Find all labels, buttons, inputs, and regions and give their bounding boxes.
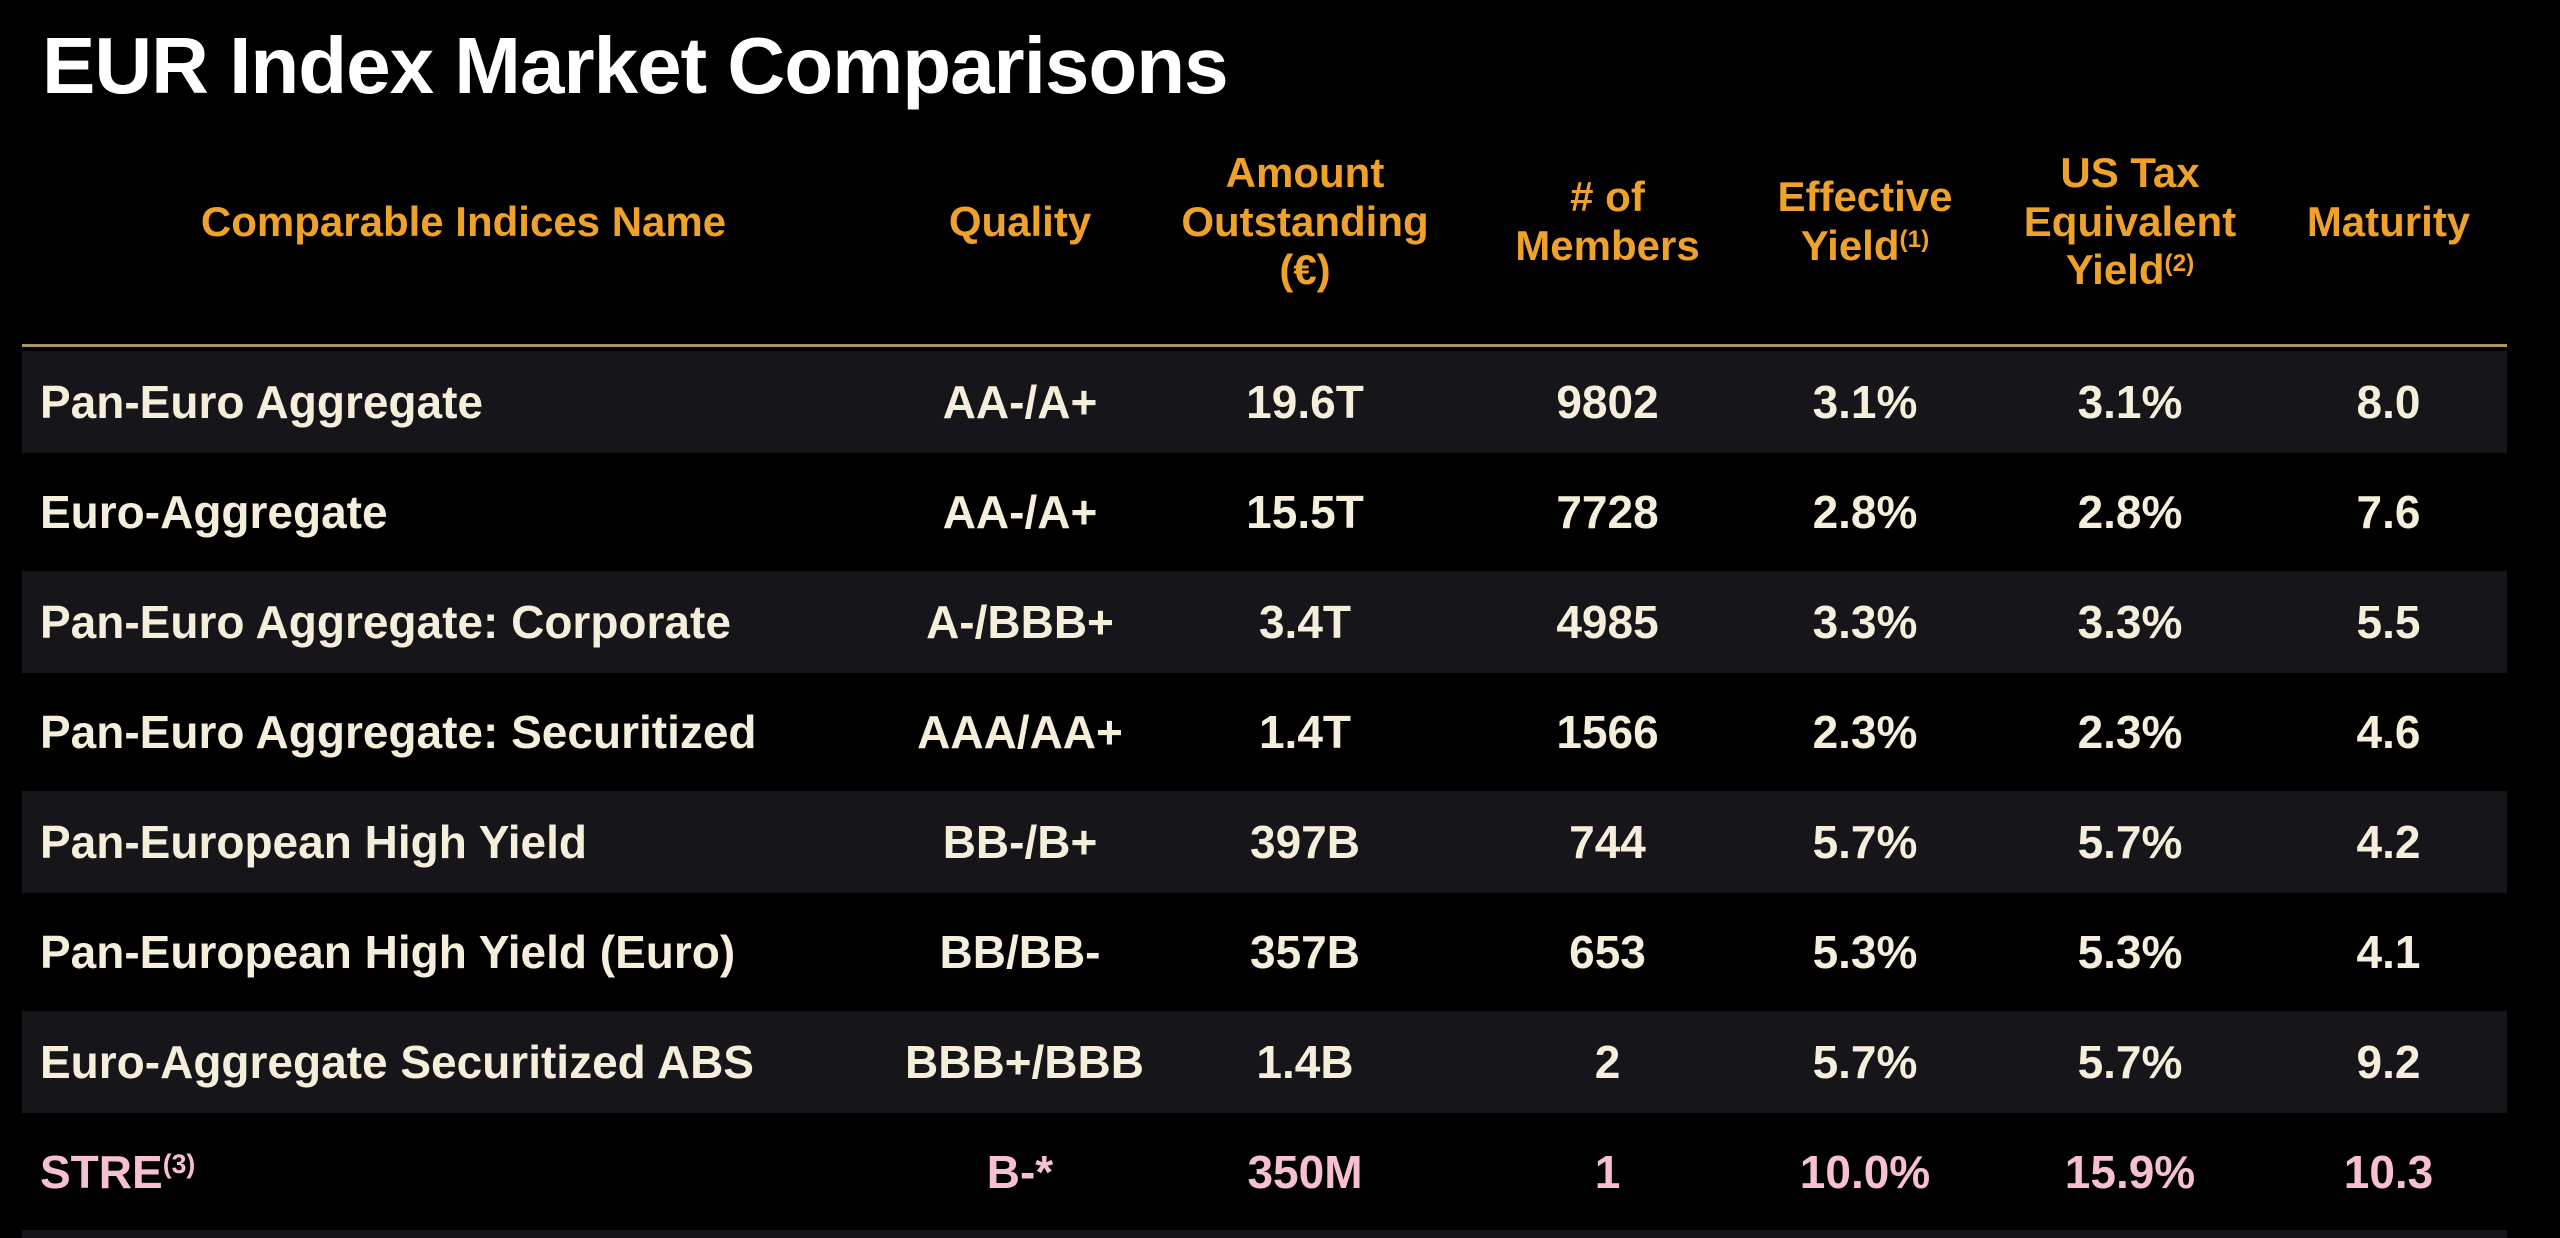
cell-maturity: 4.2 [2356,816,2421,868]
next-row-band-cut-off [22,1230,2507,1238]
cell-amount-outstanding: 19.6T [1246,376,1364,428]
cell-us-tax-yield: 2.3% [2077,706,2183,758]
cell-us-tax-yield: 15.9% [2064,1146,2196,1198]
cell-maturity: 8.0 [2356,376,2421,428]
cell-quality: BB/BB- [939,926,1101,978]
column-header-us-tax-equivalent-yield: US Tax Equivalent Yield(2) [2023,148,2237,294]
cell-quality: B-* [986,1146,1054,1198]
cell-effective-yield: 2.8% [1812,486,1918,538]
column-header-maturity: Maturity [2306,197,2471,245]
cell-effective-yield: 5.7% [1812,816,1918,868]
cell-maturity: 5.5 [2356,596,2421,648]
cell-index-name: Pan-Euro Aggregate [40,376,484,428]
cell-amount-outstanding: 1.4T [1258,706,1352,758]
cell-amount-outstanding: 3.4T [1258,596,1352,648]
cell-us-tax-yield: 3.1% [2077,376,2183,428]
cell-maturity: 9.2 [2356,1036,2421,1088]
table-row: Euro-Aggregate Securitized ABS BBB+/BBB … [22,1007,2507,1117]
cell-us-tax-yield: 3.3% [2077,596,2183,648]
cell-index-name: Pan-Euro Aggregate: Securitized [40,706,757,758]
comparison-table: Comparable Indices Name Quality Amount Ou… [22,100,2507,1227]
cell-index-name: Pan-European High Yield (Euro) [40,926,736,978]
cell-members: 653 [1569,926,1646,978]
column-header-amount-outstanding: Amount Outstanding (€) [1181,148,1429,294]
cell-effective-yield: 5.3% [1812,926,1918,978]
cell-effective-yield: 5.7% [1812,1036,1918,1088]
cell-index-name: Pan-European High Yield [40,816,587,868]
cell-index-name: Euro-Aggregate [40,486,388,538]
cell-index-name: STRE(3) [40,1146,196,1198]
cell-amount-outstanding: 397B [1250,816,1360,868]
table-row: Euro-Aggregate AA-/A+ 15.5T 7728 2.8% 2.… [22,457,2507,567]
header-divider-line [22,344,2507,347]
cell-amount-outstanding: 350M [1247,1146,1363,1198]
cell-index-name: Pan-Euro Aggregate: Corporate [40,596,731,648]
table-row: Pan-European High Yield (Euro) BB/BB- 35… [22,897,2507,1007]
table-row-stre: STRE(3) B-* 350M 1 10.0% 15.9% 10.3 [22,1117,2507,1227]
cell-us-tax-yield: 5.7% [2077,816,2183,868]
cell-members: 2 [1594,1036,1621,1088]
cell-amount-outstanding: 15.5T [1246,486,1364,538]
cell-quality: AA-/A+ [942,376,1098,428]
cell-quality: A-/BBB+ [926,596,1114,648]
cell-effective-yield: 2.3% [1812,706,1918,758]
cell-effective-yield: 3.3% [1812,596,1918,648]
cell-amount-outstanding: 1.4B [1256,1036,1354,1088]
cell-maturity: 7.6 [2356,486,2421,538]
cell-members: 7728 [1556,486,1659,538]
cell-index-name: Euro-Aggregate Securitized ABS [40,1036,754,1088]
cell-effective-yield: 3.1% [1812,376,1918,428]
column-header-indices-name: Comparable Indices Name [200,197,727,245]
cell-us-tax-yield: 5.3% [2077,926,2183,978]
cell-members: 1 [1594,1146,1621,1198]
cell-members: 9802 [1556,376,1659,428]
footnote-marker-1: (1) [1899,225,1930,253]
cell-members: 4985 [1556,596,1659,648]
table-row: Pan-Euro Aggregate AA-/A+ 19.6T 9802 3.1… [22,347,2507,457]
cell-quality: AAA/AA+ [917,706,1123,758]
cell-maturity: 4.1 [2356,926,2421,978]
footnote-marker-2: (2) [2164,249,2195,277]
cell-maturity: 10.3 [2343,1146,2434,1198]
table-row: Pan-Euro Aggregate: Corporate A-/BBB+ 3.… [22,567,2507,677]
table-row: Pan-European High Yield BB-/B+ 397B 744 … [22,787,2507,897]
table-header-row: Comparable Indices Name Quality Amount Ou… [22,100,2507,344]
cell-members: 1566 [1556,706,1659,758]
cell-us-tax-yield: 2.8% [2077,486,2183,538]
column-header-quality: Quality [948,197,1092,245]
cell-amount-outstanding: 357B [1250,926,1360,978]
cell-members: 744 [1569,816,1646,868]
footnote-marker-3: (3) [162,1149,196,1180]
column-header-members: # of Members [1515,173,1700,269]
cell-us-tax-yield: 5.7% [2077,1036,2183,1088]
cell-quality: AA-/A+ [942,486,1098,538]
cell-quality: BBB+/BBB [905,1036,1144,1088]
table-row: Pan-Euro Aggregate: Securitized AAA/AA+ … [22,677,2507,787]
cell-maturity: 4.6 [2356,706,2421,758]
column-header-effective-yield: Effective Yield(1) [1777,173,1953,269]
cell-effective-yield: 10.0% [1799,1146,1931,1198]
page-title: EUR Index Market Comparisons [42,21,1229,110]
cell-quality: BB-/B+ [942,816,1098,868]
